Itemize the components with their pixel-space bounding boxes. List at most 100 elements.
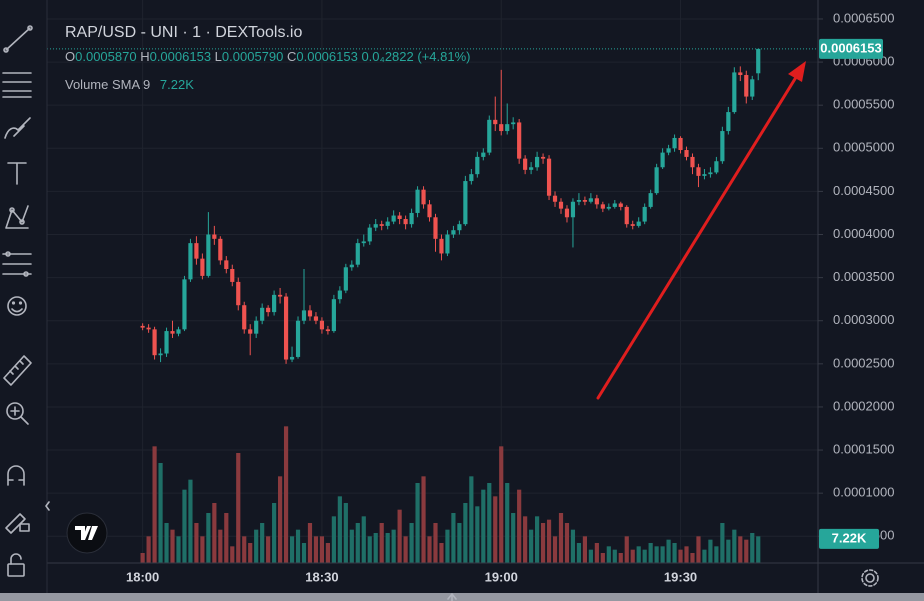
candle-body — [158, 353, 163, 356]
ohlc-value: 0.0006153 — [296, 49, 357, 64]
candle-body — [582, 200, 587, 202]
volume-name: Volume SMA 9 — [65, 77, 150, 92]
volume-bar — [433, 523, 438, 563]
candle-body — [403, 218, 408, 225]
candle-body — [367, 227, 372, 242]
candle-body — [666, 148, 671, 153]
candle-body — [481, 152, 486, 157]
candle-body — [218, 238, 223, 261]
lock-tool[interactable] — [7, 553, 25, 577]
text-tool[interactable] — [7, 162, 27, 185]
candle-body — [517, 122, 522, 159]
ohlc-key: L — [215, 49, 222, 64]
magnet-tool[interactable] — [7, 465, 25, 486]
candle-body — [660, 152, 665, 168]
volume-bar — [403, 536, 408, 563]
volume-bar — [421, 476, 426, 563]
candle-body — [415, 189, 420, 213]
fib-tool[interactable] — [2, 72, 32, 98]
volume-bar — [576, 543, 582, 563]
y-tick-label: 0.0005500 — [833, 97, 894, 112]
logo[interactable] — [66, 512, 108, 554]
candle-body — [457, 224, 462, 231]
candle-body — [224, 260, 229, 269]
emoji-tool[interactable] — [7, 296, 27, 316]
candle-body — [684, 150, 689, 157]
volume-bar — [517, 489, 522, 563]
ohlc-value: 0.0006153 — [150, 49, 211, 64]
candle-body — [511, 122, 516, 125]
candle-body — [313, 316, 319, 321]
volume-bar — [720, 523, 725, 563]
volume-bar — [600, 553, 605, 563]
candle-body — [732, 72, 737, 113]
candle-body — [301, 310, 307, 321]
volume-bar — [182, 489, 187, 563]
y-tick-label: 0.0001000 — [833, 485, 894, 500]
volume-bar — [630, 549, 635, 563]
trend-line-tool[interactable] — [3, 25, 33, 53]
volume-bar — [732, 529, 737, 563]
last-price-box — [819, 38, 883, 59]
ruler-tool[interactable] — [3, 355, 32, 386]
volume-bar — [301, 543, 307, 563]
candle-body — [337, 290, 342, 300]
y-tick-label: 0.0001500 — [833, 441, 894, 456]
candle-body — [487, 119, 492, 153]
volume-bar — [343, 503, 348, 563]
candle-body — [463, 181, 468, 225]
candle-body — [738, 72, 743, 76]
volume-bar — [493, 496, 498, 563]
x-tick-label: 18:00 — [126, 569, 159, 584]
candle-body — [188, 243, 193, 280]
volume-bar — [319, 536, 325, 563]
y-tick-label: 0.0004000 — [833, 226, 894, 241]
volume-bar — [283, 426, 289, 563]
volume-bar — [415, 483, 420, 563]
volume-bar — [618, 553, 623, 563]
settings[interactable] — [861, 569, 879, 587]
volume-bar — [325, 543, 330, 563]
volume-bar — [612, 549, 617, 563]
candle-body — [523, 158, 528, 170]
candle-body — [696, 167, 701, 176]
volume-bar — [331, 516, 336, 563]
volume-bar — [457, 523, 462, 563]
prediction-tool[interactable] — [2, 251, 32, 277]
scroll-button[interactable] — [447, 593, 457, 601]
candle-body — [355, 243, 360, 265]
volume-bar — [391, 529, 396, 563]
candle-body — [445, 234, 450, 254]
candle-body — [272, 294, 277, 313]
candle-body — [529, 167, 534, 170]
y-tick-label: 0.0005000 — [833, 140, 894, 155]
toolbar — [2, 25, 50, 577]
zoom-tool[interactable] — [6, 402, 29, 425]
candle-body — [152, 329, 157, 356]
candle-body — [140, 325, 145, 328]
volume-bar — [337, 496, 342, 563]
brush-tool[interactable] — [4, 117, 31, 139]
candle-body — [576, 200, 582, 202]
volume-bar — [194, 523, 199, 563]
candle-body — [194, 243, 199, 259]
ohlc-key: H — [140, 49, 149, 64]
candle-body — [182, 279, 187, 330]
pattern-tool[interactable] — [5, 205, 29, 229]
candle-body — [618, 203, 623, 207]
candle-body — [307, 310, 313, 317]
volume-bar — [266, 536, 271, 563]
lock-drawings-tool[interactable] — [5, 513, 30, 534]
candle-body — [726, 112, 731, 132]
axes: 0.00065000.00060000.00055000.00050000.00… — [126, 10, 894, 584]
candle-body — [636, 221, 641, 226]
volume-bar — [307, 523, 313, 563]
volume-bar — [570, 529, 576, 563]
candle-body — [206, 234, 211, 276]
volume-bar — [702, 549, 707, 563]
candle-body — [260, 307, 265, 321]
candle-body — [678, 137, 683, 151]
candle-body — [361, 241, 366, 244]
collapse-toolbar[interactable] — [45, 501, 50, 511]
volume-bar — [588, 549, 593, 563]
